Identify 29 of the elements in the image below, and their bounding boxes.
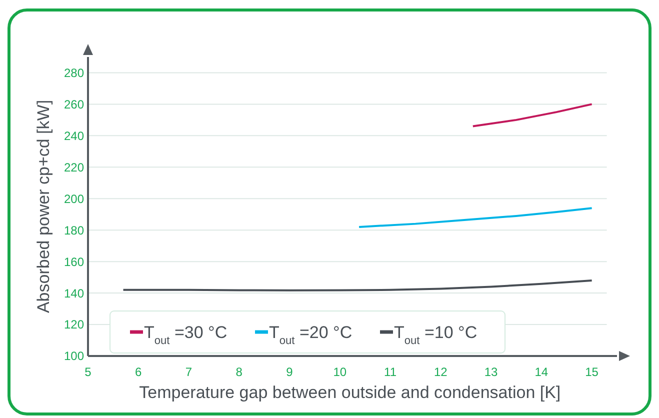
x-tick-label: 14 xyxy=(534,365,548,379)
legend-label: T$_{out}$ =20 °C xyxy=(269,322,352,347)
line-series xyxy=(472,103,593,128)
x-tick-label: 6 xyxy=(135,365,142,379)
y-tick-label: 180 xyxy=(64,223,84,238)
legend-label: T$_{out}$ =30 °C xyxy=(144,322,228,347)
x-tick-label: 13 xyxy=(484,365,498,379)
x-axis-title: Temperature gap between outside and condensation [K] xyxy=(139,383,561,402)
x-tick-label: 10 xyxy=(333,365,347,379)
y-tick-label: 220 xyxy=(64,160,84,174)
x-tick-label: 7 xyxy=(185,365,192,379)
y-tick-label: 260 xyxy=(64,97,84,112)
y-tick-label: 240 xyxy=(64,128,84,143)
y-axis-title: Absorbed power cp+cd [kW] xyxy=(34,100,53,314)
line-series xyxy=(358,207,593,228)
line-series xyxy=(122,279,593,292)
y-tick-label: 140 xyxy=(64,286,84,300)
y-tick-label: 200 xyxy=(64,192,84,206)
x-tick-label: 15 xyxy=(585,365,599,379)
y-tick-label: 280 xyxy=(64,66,84,80)
x-tick-label: 12 xyxy=(434,365,448,379)
y-tick-label: 160 xyxy=(64,254,84,269)
x-tick-label: 9 xyxy=(286,365,294,379)
y-tick-label: 100 xyxy=(64,349,84,364)
y-tick-label: 120 xyxy=(64,318,84,332)
x-tick-label: 8 xyxy=(236,365,243,379)
x-tick-label: 11 xyxy=(384,365,397,379)
legend-label: T$_{out}$ =10 °C xyxy=(394,322,478,347)
x-tick-label: 5 xyxy=(84,365,92,379)
